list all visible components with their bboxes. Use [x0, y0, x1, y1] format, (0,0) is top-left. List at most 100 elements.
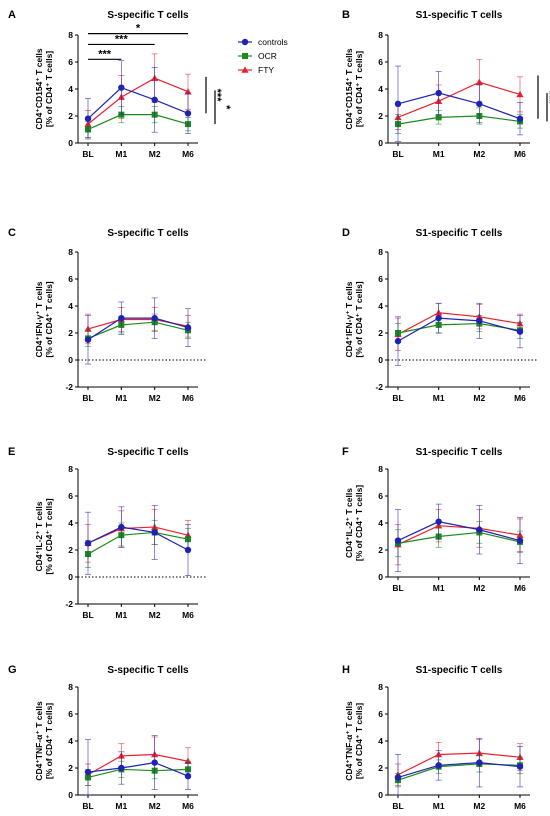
- data-point: [151, 759, 158, 766]
- x-tick-label: M2: [149, 801, 161, 811]
- x-tick-label: M2: [473, 801, 485, 811]
- y-tick-label: 4: [378, 518, 383, 528]
- y-tick-label: -2: [65, 599, 73, 609]
- x-tick-label: M1: [115, 610, 127, 620]
- x-tick-label: M2: [473, 149, 485, 159]
- y-tick-label: -2: [65, 382, 73, 392]
- y-tick-label: 6: [68, 709, 73, 719]
- x-tick-label: M1: [115, 149, 127, 159]
- x-tick-label: BL: [392, 393, 403, 403]
- x-tick-label: M1: [115, 393, 127, 403]
- panel-a: A S-specific T cells CD4⁺CD154⁺ T cells [% …: [8, 9, 232, 159]
- series-fty: [394, 58, 524, 130]
- y-tick-label: 2: [68, 328, 73, 338]
- data-point: [118, 764, 125, 772]
- series-controls: [394, 65, 524, 142]
- x-tick-label: M2: [149, 393, 161, 403]
- significance-label: *: [136, 23, 141, 35]
- x-tick-label: M1: [433, 801, 445, 811]
- data-point: [394, 337, 402, 345]
- y-tick-label: 4: [378, 301, 383, 311]
- legend-marker: [241, 66, 249, 73]
- legend-item-fty: FTY: [238, 65, 274, 75]
- series-line: [397, 752, 521, 776]
- y-tick-label: 8: [68, 464, 73, 474]
- data-point: [394, 537, 402, 544]
- y-axis-label-line: [% of CD4⁺ T cells]: [354, 51, 364, 127]
- y-axis-label-line: [% of CD4⁺ T cells]: [44, 51, 54, 127]
- series-line: [397, 521, 521, 542]
- panel-e: E S-specific T cells CD4⁺IL-2⁺ T cells [% o…: [8, 446, 206, 620]
- series-line: [87, 86, 189, 120]
- x-tick-label: M2: [149, 610, 161, 620]
- data-point: [476, 100, 483, 108]
- panel-letter: C: [8, 227, 16, 239]
- series-controls: [84, 735, 192, 796]
- chart-title: S-specific T cells: [107, 665, 189, 676]
- y-tick-label: 0: [68, 355, 73, 365]
- legend-item-controls: controls: [238, 37, 288, 47]
- y-tick-label: 4: [378, 84, 383, 94]
- y-tick-label: 0: [378, 790, 383, 800]
- series-line: [87, 321, 189, 339]
- y-axis-label: CD4⁺TNF-α⁺ T cells [% of CD4⁺ T cells]: [344, 701, 364, 781]
- panel-c: C S-specific T cells CD4⁺IFN-γ⁺ T cells [% …: [8, 227, 206, 403]
- y-axis-label-line: [% of CD4⁺ T cells]: [44, 498, 54, 574]
- y-axis-label-line: CD4⁺IL-2⁺ T cells: [34, 501, 44, 571]
- series-line: [87, 526, 189, 544]
- legend-label: OCR: [258, 51, 277, 61]
- y-tick-label: 2: [68, 545, 73, 555]
- series-line: [397, 92, 521, 120]
- panel-g: G S-specific T cells CD4⁺TNF-α⁺ T cells [% …: [8, 664, 198, 811]
- y-axis-label: CD4⁺IFN-γ⁺ T cells [% of CD4⁺ T cells]: [34, 281, 54, 357]
- x-tick-label: M1: [433, 149, 445, 159]
- panel-f: F S1-specific T cells CD4⁺IL-2⁺ T cells [% …: [342, 446, 530, 593]
- x-tick-label: BL: [82, 610, 93, 620]
- y-axis-label: CD4⁺TNF-α⁺ T cells [% of CD4⁺ T cells]: [34, 701, 54, 781]
- significance-label: ***: [98, 48, 112, 60]
- y-tick-label: 0: [378, 355, 383, 365]
- legend-marker: [241, 38, 249, 46]
- series-ocr: [85, 106, 191, 138]
- data-point: [151, 529, 158, 536]
- y-tick-label: 6: [378, 709, 383, 719]
- data-point: [151, 96, 158, 104]
- y-tick-label: 2: [378, 545, 383, 555]
- series-controls: [394, 737, 524, 796]
- y-axis-label-line: CD4⁺IL-2⁺ T cells: [344, 488, 354, 558]
- chart-title: S-specific T cells: [107, 10, 189, 21]
- series-controls: [84, 60, 192, 140]
- panel-letter: B: [342, 9, 350, 21]
- y-tick-label: 8: [378, 464, 383, 474]
- x-tick-label: M1: [433, 393, 445, 403]
- series-line: [87, 317, 189, 341]
- panel-h: H S1-specific T cells CD4⁺TNF-α⁺ T cells [%…: [342, 664, 530, 811]
- x-tick-label: BL: [392, 801, 403, 811]
- panel-letter: D: [342, 227, 350, 239]
- data-point: [394, 100, 402, 108]
- significance-label: ***: [115, 33, 129, 45]
- chart-title: S1-specific T cells: [416, 10, 503, 21]
- significance-side-label: *: [220, 105, 232, 110]
- series-fty: [84, 53, 192, 138]
- y-axis-label-line: [% of CD4⁺ T cells]: [354, 485, 364, 561]
- y-tick-label: 8: [68, 682, 73, 692]
- series-line: [397, 317, 521, 342]
- data-point: [475, 78, 483, 86]
- x-tick-label: BL: [392, 583, 403, 593]
- y-tick-label: 0: [68, 572, 73, 582]
- chart-title: S1-specific T cells: [416, 447, 503, 458]
- data-point: [516, 763, 524, 770]
- y-axis-label: CD4⁺IL-2⁺ T cells [% of CD4⁺ T cells]: [34, 498, 54, 574]
- y-tick-label: 2: [68, 763, 73, 773]
- data-point: [435, 114, 442, 121]
- y-tick-label: 6: [378, 274, 383, 284]
- legend-item-ocr: OCR: [238, 51, 277, 61]
- y-tick-label: 4: [68, 518, 73, 528]
- y-tick-label: 6: [378, 57, 383, 67]
- panel-b: B S1-specific T cells CD4⁺CD154⁺ T cells [%…: [342, 9, 550, 159]
- x-tick-label: M6: [182, 610, 194, 620]
- y-axis-label-line: CD4⁺TNF-α⁺ T cells: [34, 701, 44, 781]
- y-tick-label: 4: [378, 736, 383, 746]
- x-tick-label: BL: [82, 801, 93, 811]
